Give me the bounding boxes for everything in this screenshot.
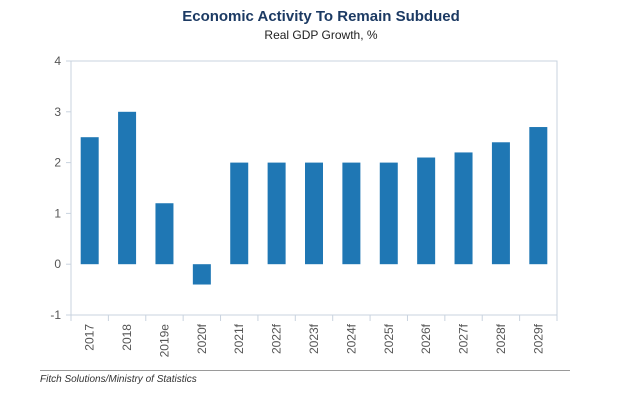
y-tick-label: 4 (54, 54, 61, 68)
bar-2022f (267, 162, 286, 265)
bar-2019e (155, 203, 174, 265)
bar-2023f (305, 162, 323, 265)
bar-2028f (491, 142, 510, 265)
x-tick-label: 2018 (120, 324, 134, 351)
bar-2020f (192, 264, 211, 285)
y-tick-label: 3 (54, 105, 61, 119)
x-tick-label: 2017 (83, 324, 97, 351)
plot-frame (70, 60, 558, 316)
y-tick-label: 1 (54, 206, 61, 220)
bar-2027f (454, 152, 473, 265)
footnote-divider (40, 370, 570, 371)
bar-2018 (118, 111, 137, 265)
chart-title: Economic Activity To Remain Subdued (182, 8, 460, 25)
y-tick-label: -1 (50, 308, 61, 322)
bar-2025f (379, 162, 398, 265)
bar-2021f (230, 162, 249, 265)
x-tick-label: 2028f (494, 323, 508, 354)
bar-2024f (342, 162, 361, 265)
y-tick-label: 2 (54, 156, 61, 170)
x-tick-label: 2020f (195, 323, 209, 354)
y-tick-label: 0 (54, 257, 61, 271)
x-tick-label: 2019e (157, 324, 171, 358)
x-tick-label: 2024f (344, 323, 358, 354)
chart-subtitle: Real GDP Growth, % (264, 28, 378, 42)
x-tick-label: 2023f (307, 323, 321, 354)
bar-2026f (417, 157, 436, 265)
x-tick-label: 2027f (457, 323, 471, 354)
source-footnote: Fitch Solutions/Ministry of Statistics (40, 374, 197, 385)
x-tick-label: 2026f (419, 323, 433, 354)
x-tick-label: 2022f (270, 323, 284, 354)
bar-2029f (529, 127, 548, 265)
x-tick-label: 2029f (531, 323, 545, 354)
x-tick-label: 2021f (232, 323, 246, 354)
bar-2017 (80, 137, 99, 265)
x-tick-label: 2025f (382, 323, 396, 354)
